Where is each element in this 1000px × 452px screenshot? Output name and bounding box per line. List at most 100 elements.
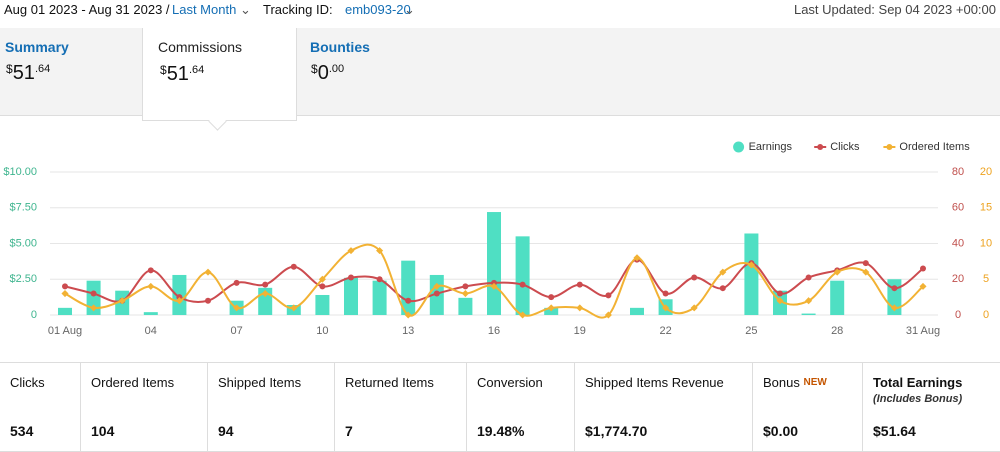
y2-tick-label: 80 [952, 166, 964, 178]
point [548, 294, 555, 301]
bar [372, 280, 387, 315]
stat-cell: Bonus NEW $0.00 [752, 363, 862, 451]
x-tick-label: 25 [745, 325, 757, 337]
x-tick-label: 07 [230, 325, 242, 337]
stat-note: (Includes Bonus) [873, 393, 963, 405]
legend-label: Earnings [749, 141, 793, 153]
bar [143, 312, 158, 315]
stat-label: Ordered Items [91, 375, 175, 390]
tab-amount: $0.00 [311, 62, 344, 85]
point [662, 290, 669, 297]
point [777, 290, 783, 297]
range-preset[interactable]: Last Month [172, 2, 237, 17]
stat-value: $51.64 [873, 423, 916, 439]
point [862, 268, 870, 276]
point [319, 283, 326, 290]
point [376, 247, 384, 255]
x-tick-label: 16 [488, 325, 500, 337]
point [348, 274, 354, 281]
bar [830, 280, 845, 315]
point [433, 282, 441, 290]
point [233, 304, 241, 312]
tab[interactable]: Bounties $0.00 [305, 28, 435, 115]
point [691, 274, 698, 281]
stat-value: $1,774.70 [585, 423, 648, 439]
point [205, 297, 211, 304]
point [805, 297, 813, 305]
stat-value: 94 [218, 423, 234, 439]
tab[interactable]: Commissions $51.64 [142, 28, 297, 131]
point [519, 281, 526, 288]
stat-cell: Shipped Items Revenue $1,774.70 [574, 363, 752, 451]
amount-whole: 0 [317, 62, 329, 84]
stat-cell: Shipped Items 94 [207, 363, 334, 451]
point [347, 247, 355, 255]
tab[interactable]: Summary $51.64 [0, 28, 130, 115]
x-tick-label: 04 [145, 325, 157, 337]
point [604, 311, 612, 319]
bar [801, 313, 816, 315]
legend-swatch [733, 141, 745, 153]
stat-cell: Clicks 534 [0, 363, 80, 451]
tab-label: Commissions [158, 39, 243, 55]
point [233, 279, 240, 286]
point [461, 290, 469, 298]
point [576, 304, 584, 312]
point [376, 276, 383, 283]
stat-cell: Conversion 19.48% [466, 363, 574, 451]
point [662, 304, 670, 312]
currency: $ [311, 62, 318, 76]
point [576, 281, 583, 288]
y-tick-label: $10.00 [3, 166, 37, 178]
currency: $ [6, 62, 13, 76]
stat-value: 7 [345, 423, 353, 439]
dropdown-caret[interactable]: ⌄ [404, 2, 415, 17]
x-tick-label: 31 Aug [906, 325, 940, 337]
point [862, 260, 869, 267]
y2-tick-label: 20 [952, 273, 964, 285]
point [90, 290, 97, 297]
point [62, 283, 68, 290]
point [633, 254, 641, 262]
currency: $ [160, 63, 167, 77]
amount-fraction: .64 [34, 63, 51, 75]
tab-label: Bounties [310, 39, 370, 55]
point [433, 290, 440, 297]
stat-label: Bonus NEW [763, 375, 827, 390]
bar [744, 233, 759, 315]
tab-amount: $51.64 [6, 62, 50, 85]
new-badge: NEW [803, 377, 827, 388]
legend-label: Clicks [830, 141, 860, 153]
tab-bar: Summary $51.64 Commissions $51.64 Bounties $0… [0, 28, 1000, 131]
tracking-id[interactable]: emb093-20 [345, 2, 411, 17]
dropdown-caret[interactable]: ⌄ [240, 2, 251, 17]
y-tick-label: $5.00 [9, 237, 37, 249]
bar [458, 297, 473, 315]
amount-fraction: .64 [188, 64, 205, 76]
stat-value: $0.00 [763, 423, 799, 439]
point [890, 304, 898, 312]
stat-label: Total Earnings (Includes Bonus) [873, 375, 963, 405]
point [920, 265, 926, 272]
point [747, 261, 755, 269]
x-tick-label: 28 [831, 325, 843, 337]
point [262, 281, 269, 288]
tab-amount: $51.64 [160, 63, 204, 86]
point [204, 268, 212, 276]
point [690, 304, 698, 312]
tracking-label: Tracking ID: [263, 2, 333, 17]
amount-whole: 51 [12, 62, 35, 84]
amount-whole: 51 [166, 63, 189, 85]
point [519, 311, 527, 319]
bar [58, 307, 72, 315]
point [405, 297, 412, 304]
last-updated: Last Updated: Sep 04 2023 +00:00 [793, 2, 996, 17]
y3-tick-label: 10 [980, 237, 992, 249]
point [318, 275, 326, 283]
point [891, 285, 898, 292]
y2-tick-label: 60 [952, 202, 964, 214]
y3-tick-label: 20 [980, 166, 992, 178]
x-tick-label: 01 Aug [48, 325, 82, 337]
y2-tick-label: 0 [955, 309, 961, 321]
